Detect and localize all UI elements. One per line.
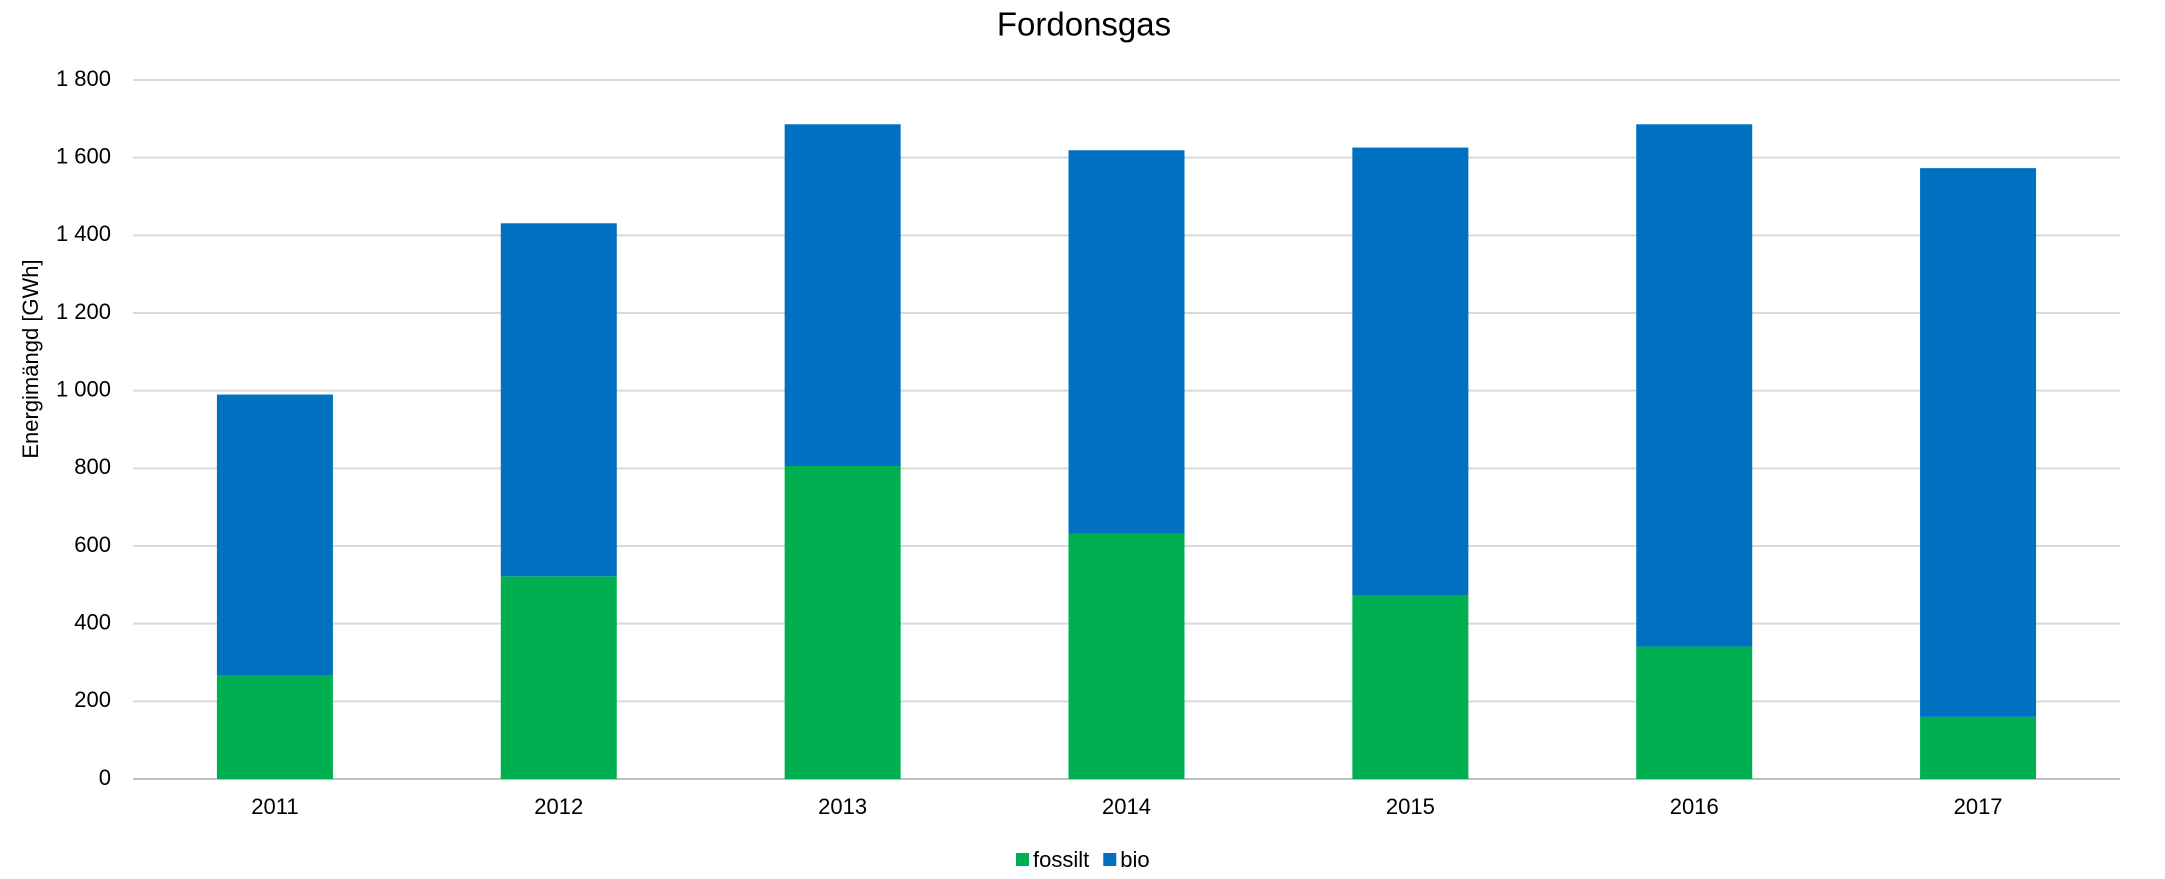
bar-segment: [784, 124, 901, 467]
legend-swatch: [1103, 853, 1117, 866]
x-tick-label: 2016: [1670, 794, 1719, 819]
bar-segment: [1352, 595, 1469, 779]
legend-swatch: [1016, 853, 1029, 866]
legend-label: fossilt: [1033, 847, 1089, 872]
y-tick-label: 400: [74, 609, 111, 634]
bar-segment: [216, 675, 333, 779]
bar-segment: [1068, 150, 1185, 534]
bar-segment: [500, 223, 617, 577]
y-tick-label: 1 400: [56, 221, 111, 246]
bar-segment: [1068, 533, 1185, 779]
x-tick-label: 2013: [818, 794, 867, 819]
y-tick-label: 0: [99, 765, 111, 790]
bar-segment: [500, 576, 617, 779]
bar-segment: [1352, 147, 1469, 596]
x-tick-label: 2014: [1102, 794, 1151, 819]
y-tick-label: 200: [74, 687, 111, 712]
x-tick-label: 2017: [1954, 794, 2003, 819]
bar-segment: [1636, 646, 1753, 779]
y-tick-label: 1 200: [56, 299, 111, 324]
y-tick-label: 1 000: [56, 376, 111, 401]
y-tick-label: 600: [74, 532, 111, 557]
legend-label: bio: [1120, 847, 1149, 872]
x-tick-label: 2012: [534, 794, 583, 819]
y-axis-label: Energimängd [GWh]: [18, 259, 43, 458]
y-tick-label: 1 600: [56, 143, 111, 168]
x-tick-label: 2011: [251, 794, 298, 819]
x-tick-label: 2015: [1386, 794, 1435, 819]
bar-segment: [216, 394, 333, 676]
bar-segment: [1920, 168, 2037, 717]
bar-segment: [784, 466, 901, 779]
bar-segment: [1636, 124, 1753, 647]
chart-title: Fordonsgas: [997, 6, 1171, 43]
y-tick-label: 1 800: [56, 66, 111, 91]
bar-segment: [1920, 716, 2037, 779]
y-tick-label: 800: [74, 454, 111, 479]
